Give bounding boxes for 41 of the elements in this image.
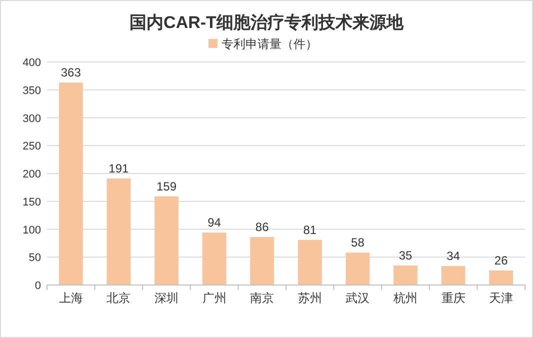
- x-tick-label: 上海: [58, 291, 83, 305]
- x-tick-label: 广州: [202, 291, 226, 305]
- x-tick-label: 南京: [250, 291, 274, 305]
- x-tick-label: 重庆: [441, 291, 466, 305]
- y-tick-label: 350: [22, 84, 41, 97]
- bar: [154, 196, 178, 285]
- y-tick-label: 250: [22, 140, 41, 153]
- x-tick-label: 武汉: [346, 291, 370, 305]
- y-tick-label: 200: [22, 168, 41, 180]
- y-tick-label: 100: [22, 224, 41, 236]
- bar: [202, 232, 226, 285]
- x-tick-label: 北京: [106, 291, 131, 305]
- y-tick-label: 300: [22, 112, 41, 125]
- bar: [298, 240, 322, 285]
- y-tick-label: 150: [22, 196, 41, 208]
- y-tick-label: 400: [22, 57, 41, 69]
- data-label: 58: [351, 236, 365, 250]
- data-label: 191: [108, 162, 130, 176]
- bar: [489, 270, 514, 285]
- bar: [346, 252, 370, 285]
- data-label: 35: [398, 248, 412, 262]
- data-label: 26: [494, 254, 508, 268]
- data-label: 159: [156, 179, 177, 194]
- legend-label: 专利申请量（件）: [222, 37, 318, 51]
- x-tick-label: 苏州: [298, 291, 322, 305]
- bar: [394, 265, 418, 285]
- y-tick-label: 0: [34, 280, 41, 292]
- data-label: 94: [208, 216, 222, 230]
- bar: [58, 82, 83, 285]
- bar: [106, 178, 131, 285]
- chart-title: 国内CAR-T细胞治疗专利技术来源地: [130, 13, 404, 32]
- data-label: 86: [255, 220, 270, 234]
- data-label: 34: [446, 249, 460, 264]
- data-label: 81: [303, 222, 317, 237]
- y-tick-label: 50: [28, 252, 41, 264]
- bar: [250, 237, 274, 285]
- x-tick-label: 天津: [489, 291, 514, 305]
- x-tick-label: 杭州: [392, 291, 418, 305]
- bar: [441, 266, 466, 285]
- data-label: 363: [60, 66, 82, 80]
- x-tick-label: 深圳: [154, 291, 178, 305]
